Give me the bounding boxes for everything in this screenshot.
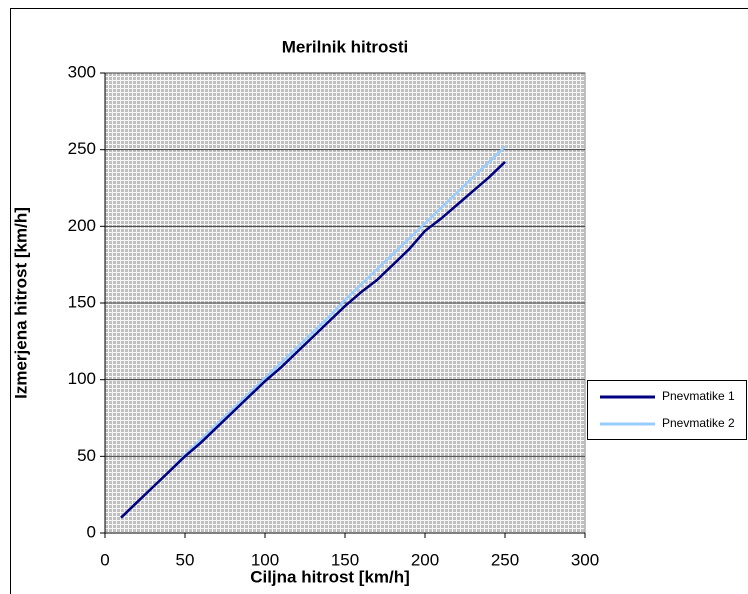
- legend: [587, 380, 747, 440]
- x-tick-label: 50: [176, 550, 195, 569]
- y-tick-label: 250: [68, 139, 96, 158]
- y-tick-label: 200: [68, 216, 96, 235]
- x-tick-label: 150: [331, 550, 359, 569]
- x-tick-label: 0: [100, 550, 109, 569]
- y-tick-label: 150: [68, 292, 96, 311]
- x-tick-label: 300: [571, 550, 599, 569]
- y-tick-label: 0: [87, 522, 96, 541]
- y-tick-label: 100: [68, 369, 96, 388]
- y-axis-label: Izmerjena hitrost [km/h]: [11, 207, 30, 399]
- x-tick-label: 100: [251, 550, 279, 569]
- x-tick-label: 250: [491, 550, 519, 569]
- x-axis-label: Ciljna hitrost [km/h]: [250, 567, 410, 586]
- legend-label: Pnevmatike 2: [662, 416, 735, 430]
- series-line: [120, 161, 506, 519]
- y-tick-label: 50: [77, 446, 96, 465]
- chart-title: Merilnik hitrosti: [282, 37, 409, 56]
- x-tick-label: 200: [411, 550, 439, 569]
- y-tick-label: 300: [68, 62, 96, 81]
- legend-label: Pnevmatike 1: [662, 389, 735, 403]
